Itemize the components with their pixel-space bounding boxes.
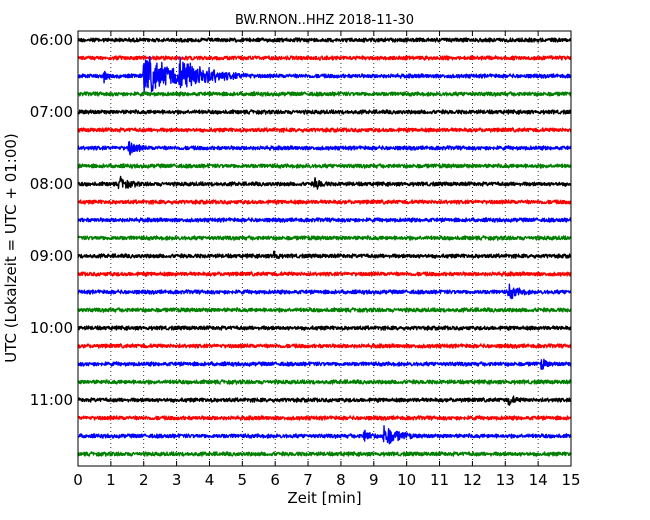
trace-line [77,271,572,277]
trace-line [77,250,572,260]
y-tick-label: 09:00 [30,247,73,265]
x-tick-label: 1 [106,471,116,489]
trace-line [77,175,572,190]
y-tick-label: 06:00 [30,31,73,49]
x-tick-label: 8 [336,471,346,489]
x-tick-label: 14 [529,471,548,489]
trace-line [77,163,572,169]
x-tick-label: 7 [303,471,313,489]
trace-line [77,217,572,223]
trace-line [77,395,572,406]
x-tick-label: 0 [73,471,83,489]
trace-line [77,283,572,300]
trace-line [77,235,572,241]
y-axis-ticks: 06:00 07:00 08:00 09:00 10:00 11:00 [30,31,571,409]
trace-line [77,415,572,421]
trace-line [77,109,572,115]
x-tick-label: 5 [238,471,248,489]
chart-title: BW.RNON..HHZ 2018-11-30 [235,13,414,28]
x-axis-label: Zeit [min] [287,489,361,507]
trace-line [77,55,572,61]
x-axis-ticks: 0 1 2 3 4 5 6 7 8 9 10 11 12 13 14 15 [73,31,581,489]
trace-line [77,56,572,93]
x-tick-label: 9 [369,471,379,489]
trace-line [77,451,572,457]
trace-line [77,325,572,331]
y-tick-label: 07:00 [30,103,73,121]
x-tick-label: 13 [496,471,515,489]
y-axis-label: UTC (Lokalzeit = UTC + 01:00) [2,133,20,363]
trace-line [77,37,572,43]
plot-frame [77,30,572,467]
y-tick-label: 10:00 [30,319,73,337]
traces [77,37,572,457]
trace-line [77,199,572,205]
trace-line [77,140,572,156]
x-tick-label: 2 [139,471,149,489]
y-tick-label: 11:00 [30,391,73,409]
x-tick-label: 4 [205,471,215,489]
x-tick-label: 3 [172,471,182,489]
gridlines [110,31,539,466]
trace-line [77,91,572,97]
y-tick-label: 08:00 [30,175,73,193]
trace-line [77,379,572,385]
trace-line [77,343,572,349]
trace-line [77,127,572,133]
trace-line [77,358,572,370]
x-tick-label: 11 [430,471,449,489]
x-tick-label: 15 [561,471,580,489]
trace-line [77,307,572,313]
x-tick-label: 10 [397,471,416,489]
x-tick-label: 12 [463,471,482,489]
trace-line [77,425,572,445]
x-tick-label: 6 [270,471,280,489]
